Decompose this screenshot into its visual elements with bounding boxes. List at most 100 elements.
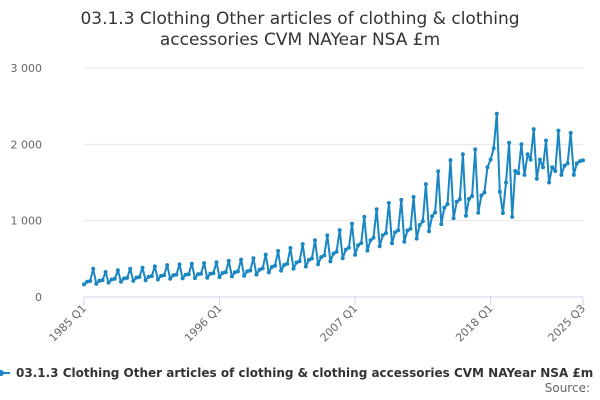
data-point[interactable] <box>553 169 558 173</box>
data-point[interactable] <box>97 278 102 283</box>
data-point[interactable] <box>128 266 133 271</box>
data-point[interactable] <box>242 273 247 278</box>
data-point[interactable] <box>350 221 354 226</box>
data-point[interactable] <box>476 210 481 215</box>
data-point[interactable] <box>411 194 416 199</box>
data-point[interactable] <box>217 275 222 280</box>
data-point[interactable] <box>346 245 351 250</box>
data-point[interactable] <box>439 222 444 227</box>
data-point[interactable] <box>386 201 391 205</box>
data-point[interactable] <box>115 268 120 273</box>
data-point[interactable] <box>528 157 533 162</box>
data-point[interactable] <box>309 256 314 261</box>
data-point[interactable] <box>371 235 376 240</box>
data-point[interactable] <box>186 272 191 277</box>
data-point[interactable] <box>399 197 404 202</box>
data-point[interactable] <box>260 266 265 271</box>
data-point[interactable] <box>454 199 459 204</box>
data-point[interactable] <box>460 152 465 157</box>
data-point[interactable] <box>423 182 428 187</box>
data-point[interactable] <box>100 278 105 283</box>
data-point[interactable] <box>565 161 570 166</box>
data-point[interactable] <box>497 189 502 194</box>
data-point[interactable] <box>103 270 108 274</box>
data-point[interactable] <box>473 147 478 152</box>
data-point[interactable] <box>316 262 321 267</box>
data-point[interactable] <box>470 194 475 199</box>
data-point[interactable] <box>82 282 86 287</box>
data-point[interactable] <box>205 275 210 280</box>
data-point[interactable] <box>383 231 388 236</box>
legend[interactable]: 03.1.3 Clothing Other articles of clothi… <box>0 366 593 380</box>
data-point[interactable] <box>417 223 422 227</box>
data-point[interactable] <box>122 276 126 281</box>
data-point[interactable] <box>467 197 471 201</box>
data-point[interactable] <box>211 271 216 276</box>
data-point[interactable] <box>236 269 240 274</box>
data-point[interactable] <box>149 274 154 279</box>
data-point[interactable] <box>337 228 342 233</box>
data-point[interactable] <box>199 271 203 276</box>
data-point[interactable] <box>365 248 370 253</box>
data-point[interactable] <box>196 272 200 277</box>
data-point[interactable] <box>119 279 123 284</box>
data-point[interactable] <box>91 266 96 271</box>
data-point[interactable] <box>254 272 259 277</box>
data-point[interactable] <box>525 152 530 157</box>
data-point[interactable] <box>192 276 197 281</box>
data-point[interactable] <box>220 271 225 275</box>
data-point[interactable] <box>300 242 305 247</box>
data-point[interactable] <box>109 277 114 282</box>
data-point[interactable] <box>574 161 579 166</box>
data-point[interactable] <box>276 249 281 253</box>
data-point[interactable] <box>457 197 462 202</box>
data-point[interactable] <box>577 159 582 164</box>
data-point[interactable] <box>488 157 493 162</box>
data-point[interactable] <box>322 253 327 258</box>
data-point[interactable] <box>177 262 182 267</box>
data-point[interactable] <box>266 270 271 275</box>
data-point[interactable] <box>245 269 250 274</box>
data-point[interactable] <box>279 268 284 273</box>
data-point[interactable] <box>414 236 419 241</box>
data-point[interactable] <box>251 256 256 261</box>
data-point[interactable] <box>448 158 453 163</box>
data-point[interactable] <box>427 229 431 234</box>
data-point[interactable] <box>356 243 361 248</box>
data-point[interactable] <box>232 270 237 275</box>
data-point[interactable] <box>547 180 552 185</box>
data-point[interactable] <box>183 272 188 277</box>
data-point[interactable] <box>433 210 438 215</box>
data-point[interactable] <box>88 279 93 283</box>
data-point[interactable] <box>171 273 176 278</box>
data-point[interactable] <box>504 180 508 185</box>
data-point[interactable] <box>325 233 330 238</box>
legend-entry-label[interactable]: 03.1.3 Clothing Other articles of clothi… <box>16 366 593 380</box>
data-point[interactable] <box>162 273 167 278</box>
data-point[interactable] <box>331 251 336 256</box>
data-point[interactable] <box>568 130 573 135</box>
data-point[interactable] <box>464 213 468 218</box>
data-point[interactable] <box>494 111 499 116</box>
data-point[interactable] <box>85 279 90 284</box>
data-point[interactable] <box>442 205 447 210</box>
data-point[interactable] <box>285 261 290 266</box>
data-point[interactable] <box>273 263 277 268</box>
data-point[interactable] <box>482 190 487 195</box>
data-point[interactable] <box>263 252 268 257</box>
data-point[interactable] <box>297 259 302 264</box>
data-point[interactable] <box>125 275 130 280</box>
data-point[interactable] <box>294 260 299 265</box>
data-point[interactable] <box>377 244 382 249</box>
data-point[interactable] <box>420 219 425 224</box>
data-point[interactable] <box>214 260 219 265</box>
data-point[interactable] <box>137 275 142 279</box>
data-point[interactable] <box>405 228 410 233</box>
data-point[interactable] <box>269 265 274 269</box>
data-point[interactable] <box>340 256 345 261</box>
data-point[interactable] <box>174 272 179 277</box>
data-point[interactable] <box>180 276 185 281</box>
data-point[interactable] <box>282 263 287 267</box>
data-point[interactable] <box>451 216 456 221</box>
data-point[interactable] <box>522 172 527 177</box>
